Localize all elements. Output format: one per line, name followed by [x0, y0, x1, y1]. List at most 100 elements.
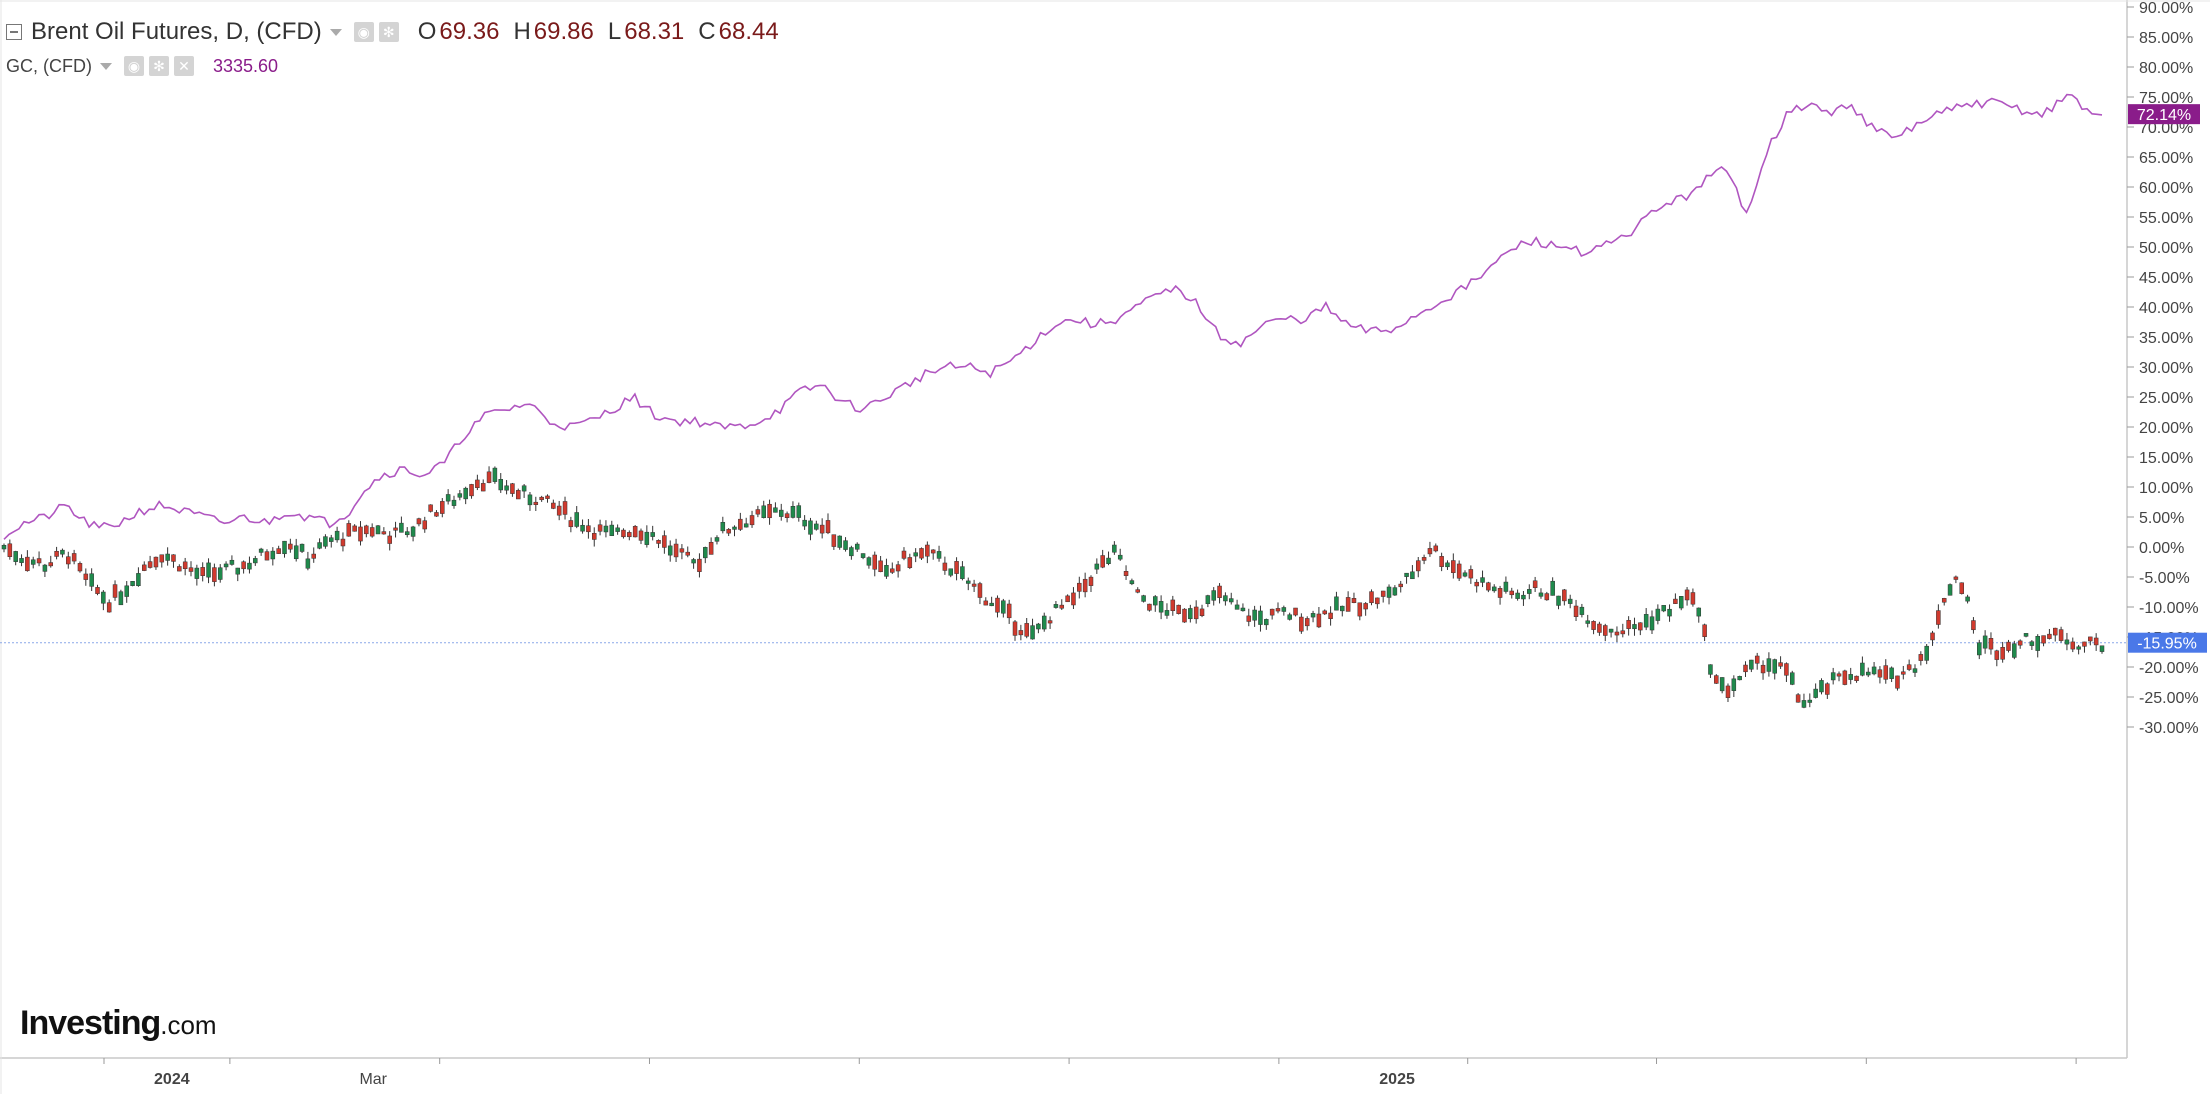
candle-body: [147, 561, 153, 568]
candle-body: [1340, 605, 1345, 612]
candle-body: [632, 526, 638, 538]
candle-body: [258, 548, 264, 553]
candle-body: [253, 558, 258, 564]
candle-body: [1228, 598, 1234, 603]
candle-body: [1860, 662, 1865, 676]
candle-body: [1825, 683, 1830, 695]
candle-body: [118, 591, 124, 606]
candle-body: [1784, 663, 1789, 676]
y-tick-label: 90.00%: [2139, 0, 2193, 17]
candle-body: [1293, 607, 1298, 616]
candle-body: [1649, 616, 1655, 631]
candle-body: [1182, 608, 1187, 623]
y-tick-label: -10.00%: [2139, 600, 2199, 617]
candle-body: [539, 496, 544, 501]
candle-body: [685, 551, 690, 556]
candle-body: [2029, 641, 2035, 646]
candle-body: [1112, 544, 1117, 553]
candle-body: [732, 526, 737, 530]
gear-icon[interactable]: ✻: [378, 22, 399, 42]
candle-body: [1883, 665, 1889, 680]
candle-body: [1071, 592, 1076, 606]
candle-body: [1538, 592, 1544, 597]
candle-body: [1386, 586, 1392, 598]
candle-body: [650, 532, 655, 537]
price-badges: 72.14% -15.95%: [2128, 104, 2207, 653]
candle-body: [352, 525, 357, 532]
candle-body: [293, 545, 299, 560]
candle-body: [2035, 636, 2040, 651]
candle-body: [1375, 597, 1380, 605]
candle-body: [977, 583, 983, 598]
y-tick-label: -30.00%: [2139, 720, 2199, 737]
gear-icon[interactable]: ✻: [148, 56, 169, 76]
candle-body: [1287, 614, 1292, 620]
legend-series-1[interactable]: Brent Oil Futures, D, (CFD) ◉ ✻ O 69.36 H…: [6, 12, 779, 52]
candle-body: [714, 537, 720, 542]
candle-body: [925, 544, 930, 557]
candle-body: [1117, 554, 1123, 560]
legend-series-2[interactable]: GC, (CFD) ◉ ✻ ✕ 3335.60: [6, 52, 779, 80]
candle-body: [2041, 635, 2046, 644]
eye-icon[interactable]: ◉: [353, 22, 374, 42]
close-icon[interactable]: ✕: [173, 56, 194, 76]
candle-body: [1433, 545, 1439, 552]
candle-body: [1690, 592, 1696, 605]
candle-body: [399, 522, 404, 533]
y-tick-label: 70.00%: [2139, 120, 2193, 137]
candle-body: [545, 495, 550, 499]
candle-body: [1252, 609, 1257, 621]
candle-body: [1258, 610, 1263, 625]
candle-body: [1766, 658, 1772, 672]
candle-body: [556, 505, 562, 516]
candle-body: [475, 479, 480, 489]
candle-body: [1836, 673, 1842, 677]
candle-body: [1299, 616, 1304, 632]
candle-body: [1848, 674, 1853, 680]
candle-body: [1024, 623, 1029, 637]
candle-body: [2047, 633, 2052, 639]
candle-body: [136, 573, 141, 586]
candle-body: [1468, 569, 1474, 579]
candle-body: [1123, 571, 1129, 576]
candle-body: [1082, 578, 1088, 593]
candle-body: [276, 548, 281, 554]
y-tick-label: 40.00%: [2139, 300, 2193, 317]
candle-body: [1988, 638, 1994, 650]
collapse-icon[interactable]: [6, 24, 22, 40]
series1-name[interactable]: Brent Oil Futures, D, (CFD): [31, 18, 322, 45]
chevron-down-icon[interactable]: [329, 28, 342, 36]
candle-body: [1363, 603, 1368, 610]
candle-body: [1608, 628, 1614, 633]
candle-body: [1813, 688, 1818, 698]
candle-body: [1754, 655, 1760, 664]
candle-body: [1018, 630, 1024, 636]
y-tick-label: 35.00%: [2139, 330, 2193, 347]
candle-body: [1877, 669, 1883, 678]
candle-body: [469, 484, 474, 497]
candle-body: [416, 518, 422, 525]
candle-body: [124, 585, 129, 597]
candle-body: [843, 540, 848, 550]
candle-body: [1772, 659, 1777, 674]
candle-body: [755, 509, 761, 515]
eye-icon[interactable]: ◉: [123, 56, 144, 76]
candle-body: [2006, 641, 2011, 651]
candle-body: [638, 530, 644, 541]
close-label: C: [698, 18, 716, 45]
candle-body: [1550, 580, 1555, 596]
candle-body: [1567, 598, 1573, 604]
candle-body: [323, 536, 328, 547]
candle-body: [1410, 571, 1415, 580]
candle-body: [673, 543, 679, 558]
candle-body: [1164, 610, 1170, 616]
chevron-down-icon[interactable]: [99, 62, 112, 70]
investing-logo[interactable]: Investing.com: [20, 1004, 217, 1043]
series2-name[interactable]: GC, (CFD): [6, 55, 92, 76]
y-tick-label: -25.00%: [2139, 690, 2199, 707]
candle-body: [586, 525, 591, 533]
y-tick-label: 85.00%: [2139, 30, 2193, 47]
candle-body: [25, 556, 30, 572]
candle-body: [1077, 582, 1082, 592]
